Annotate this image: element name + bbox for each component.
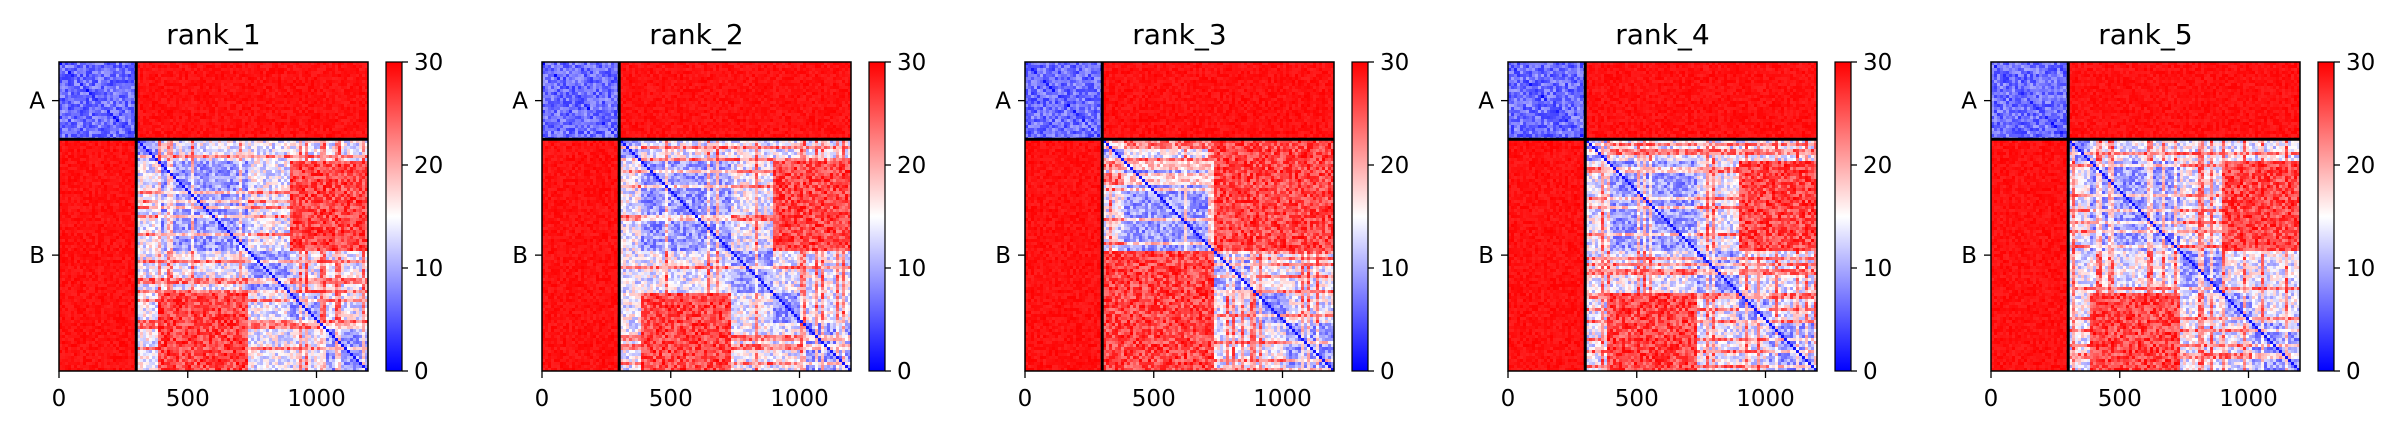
colorbar-tick-label: 30 — [2346, 50, 2375, 76]
colorbar-tick-label: 30 — [1863, 50, 1892, 76]
colorbar-tick-label: 20 — [897, 153, 926, 179]
plot-frame — [58, 61, 369, 372]
pae-panel-2: rank_2 0 500 1000 A B 0 10 20 30 — [512, 18, 926, 412]
colorbar-tick-label: 10 — [1380, 256, 1409, 282]
colorbar — [2317, 61, 2335, 372]
colorbar-tick-label: 10 — [897, 256, 926, 282]
x-tick-label: 0 — [52, 386, 67, 412]
colorbar-tick-label: 20 — [2346, 153, 2375, 179]
y-tick-label: A — [1961, 89, 1977, 115]
x-tick-label: 0 — [1501, 386, 1516, 412]
plot-frame — [1507, 61, 1818, 372]
x-tick-label: 1000 — [1736, 386, 1795, 412]
y-tick-label: B — [29, 243, 45, 269]
y-tick-label: B — [1961, 243, 1977, 269]
x-tick-label: 500 — [166, 386, 210, 412]
colorbar-tick-label: 10 — [1863, 256, 1892, 282]
colorbar-tick-label: 10 — [414, 256, 443, 282]
pae-heatmap-2 — [542, 62, 851, 371]
y-tick-label: A — [995, 89, 1011, 115]
colorbar — [1351, 61, 1369, 372]
colorbar — [385, 61, 403, 372]
colorbar-tick-label: 0 — [414, 359, 429, 385]
x-tick-label: 1000 — [287, 386, 346, 412]
x-tick-label: 500 — [649, 386, 693, 412]
x-tick-label: 0 — [535, 386, 550, 412]
pae-heatmap-1 — [59, 62, 368, 371]
colorbar — [1834, 61, 1852, 372]
colorbar-tick-label: 0 — [897, 359, 912, 385]
colorbar-tick-label: 30 — [897, 50, 926, 76]
pae-panel-5: rank_5 0 500 1000 A B 0 10 20 30 — [1961, 18, 2375, 412]
panel-title: rank_4 — [1615, 18, 1709, 51]
colorbar-tick-label: 30 — [414, 50, 443, 76]
y-tick-label: B — [512, 243, 528, 269]
pae-panel-3: rank_3 0 500 1000 A B 0 10 20 30 — [995, 18, 1409, 412]
x-tick-label: 0 — [1984, 386, 1999, 412]
panel-title: rank_5 — [2098, 18, 2192, 51]
pae-heatmap-3 — [1025, 62, 1334, 371]
pae-heatmap-5 — [1991, 62, 2300, 371]
colorbar-tick-label: 30 — [1380, 50, 1409, 76]
colorbar-tick-label: 0 — [1380, 359, 1395, 385]
pae-panel-4: rank_4 0 500 1000 A B 0 10 20 30 — [1478, 18, 1892, 412]
panel-title: rank_3 — [1132, 18, 1226, 51]
panel-title: rank_2 — [649, 18, 743, 51]
colorbar-tick-label: 20 — [414, 153, 443, 179]
y-tick-label: A — [512, 89, 528, 115]
x-tick-label: 0 — [1018, 386, 1033, 412]
plot-frame — [1990, 61, 2301, 372]
x-tick-label: 500 — [1615, 386, 1659, 412]
pae-heatmap-4 — [1508, 62, 1817, 371]
pae-panel-1: rank_1 0 500 1000 A B 0 10 20 30 — [29, 18, 443, 412]
y-tick-label: A — [29, 89, 45, 115]
colorbar-tick-label: 10 — [2346, 256, 2375, 282]
y-tick-label: B — [995, 243, 1011, 269]
x-tick-label: 1000 — [2219, 386, 2278, 412]
panel-title: rank_1 — [166, 18, 260, 51]
y-tick-label: B — [1478, 243, 1494, 269]
x-tick-label: 1000 — [1253, 386, 1312, 412]
plot-frame — [1024, 61, 1335, 372]
x-tick-label: 1000 — [770, 386, 829, 412]
colorbar — [868, 61, 886, 372]
colorbar-tick-label: 0 — [2346, 359, 2361, 385]
colorbar-tick-label: 0 — [1863, 359, 1878, 385]
colorbar-tick-label: 20 — [1863, 153, 1892, 179]
y-tick-label: A — [1478, 89, 1494, 115]
x-tick-label: 500 — [2098, 386, 2142, 412]
x-tick-label: 500 — [1132, 386, 1176, 412]
plot-frame — [541, 61, 852, 372]
colorbar-tick-label: 20 — [1380, 153, 1409, 179]
